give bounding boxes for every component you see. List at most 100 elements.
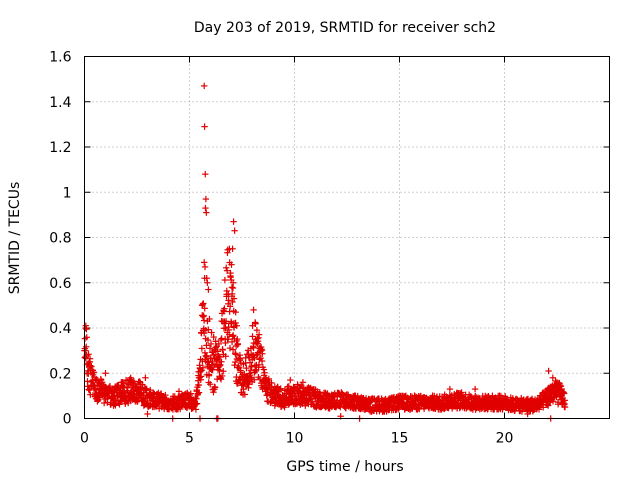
- data-point: [230, 295, 238, 302]
- data-point: [203, 275, 210, 282]
- data-point: [217, 336, 225, 344]
- data-point: [253, 351, 260, 359]
- chart-title: Day 203 of 2019, SRMTID for receiver sch…: [194, 20, 496, 36]
- data-point: [221, 305, 228, 312]
- data-point: [309, 398, 316, 405]
- data-point: [225, 290, 232, 298]
- data-point: [228, 261, 235, 268]
- data-points: [81, 82, 569, 422]
- data-point: [299, 379, 307, 386]
- data-point: [256, 375, 264, 383]
- data-point: [202, 170, 209, 178]
- data-point: [231, 227, 238, 234]
- data-point: [251, 376, 258, 383]
- data-point: [218, 372, 226, 380]
- data-point: [232, 351, 239, 358]
- data-point: [253, 326, 261, 334]
- data-point: [203, 352, 210, 360]
- data-point: [226, 344, 234, 352]
- data-point: [257, 354, 264, 362]
- data-point: [201, 259, 208, 266]
- x-tick-label: 5: [185, 431, 194, 447]
- data-point: [195, 389, 203, 396]
- data-point: [193, 400, 201, 407]
- plot-frame: [84, 56, 610, 419]
- data-point: [222, 353, 229, 360]
- data-point: [206, 345, 214, 352]
- data-point: [200, 317, 208, 324]
- data-point: [219, 346, 226, 354]
- data-point: [86, 386, 93, 394]
- data-point: [201, 349, 209, 356]
- data-point: [204, 279, 211, 286]
- data-point: [193, 395, 200, 402]
- data-point: [205, 326, 212, 333]
- data-point: [133, 383, 140, 390]
- data-point: [234, 340, 241, 348]
- data-point: [217, 376, 225, 383]
- y-axis-label: SRMTID / TECUs: [7, 182, 23, 295]
- data-point: [235, 364, 242, 371]
- data-point: [247, 367, 254, 374]
- data-point: [217, 361, 224, 368]
- data-point: [107, 401, 115, 408]
- data-point: [223, 264, 230, 271]
- data-point: [199, 313, 207, 320]
- data-point: [543, 401, 551, 408]
- data-point: [545, 367, 552, 375]
- data-point: [544, 402, 552, 409]
- data-point: [207, 340, 215, 348]
- data-point: [252, 336, 259, 343]
- data-point: [216, 353, 223, 361]
- data-point: [536, 403, 544, 410]
- data-point: [255, 331, 263, 338]
- data-point: [268, 379, 275, 387]
- data-point: [529, 408, 537, 415]
- data-point: [226, 303, 234, 310]
- data-point: [195, 374, 203, 381]
- data-point: [243, 364, 250, 372]
- data-point: [229, 279, 237, 286]
- data-point: [220, 368, 227, 375]
- data-point: [203, 342, 210, 349]
- data-point: [224, 336, 232, 343]
- data-point: [316, 389, 323, 396]
- data-point: [198, 345, 206, 352]
- data-point: [229, 245, 236, 253]
- data-point: [258, 357, 266, 365]
- y-tick-label: 1.4: [49, 95, 71, 111]
- data-point: [259, 350, 266, 357]
- data-point: [144, 410, 151, 418]
- data-point: [247, 373, 254, 381]
- data-point: [142, 374, 149, 381]
- data-point: [224, 329, 231, 336]
- data-point: [255, 361, 263, 369]
- data-point: [82, 322, 90, 329]
- data-point: [446, 385, 454, 393]
- data-point: [471, 385, 479, 393]
- y-tick-label: 1.6: [49, 50, 71, 66]
- y-tick-label: 1.2: [49, 140, 71, 156]
- data-point: [127, 374, 134, 381]
- data-point: [88, 363, 95, 370]
- data-point: [549, 374, 556, 381]
- data-point: [236, 351, 244, 359]
- data-point: [441, 405, 448, 413]
- data-point: [227, 272, 234, 280]
- data-point: [230, 218, 237, 225]
- data-point: [223, 267, 231, 274]
- data-point: [254, 340, 261, 348]
- data-point: [199, 364, 207, 371]
- data-point: [206, 315, 213, 323]
- data-point: [201, 263, 209, 271]
- data-point: [560, 390, 568, 397]
- data-point: [557, 383, 565, 390]
- data-point: [553, 379, 561, 386]
- data-point: [203, 209, 210, 216]
- y-tick-label: 0.2: [49, 366, 71, 382]
- data-point: [260, 366, 268, 373]
- data-point: [207, 381, 214, 388]
- data-point: [205, 372, 213, 379]
- data-point: [204, 336, 212, 344]
